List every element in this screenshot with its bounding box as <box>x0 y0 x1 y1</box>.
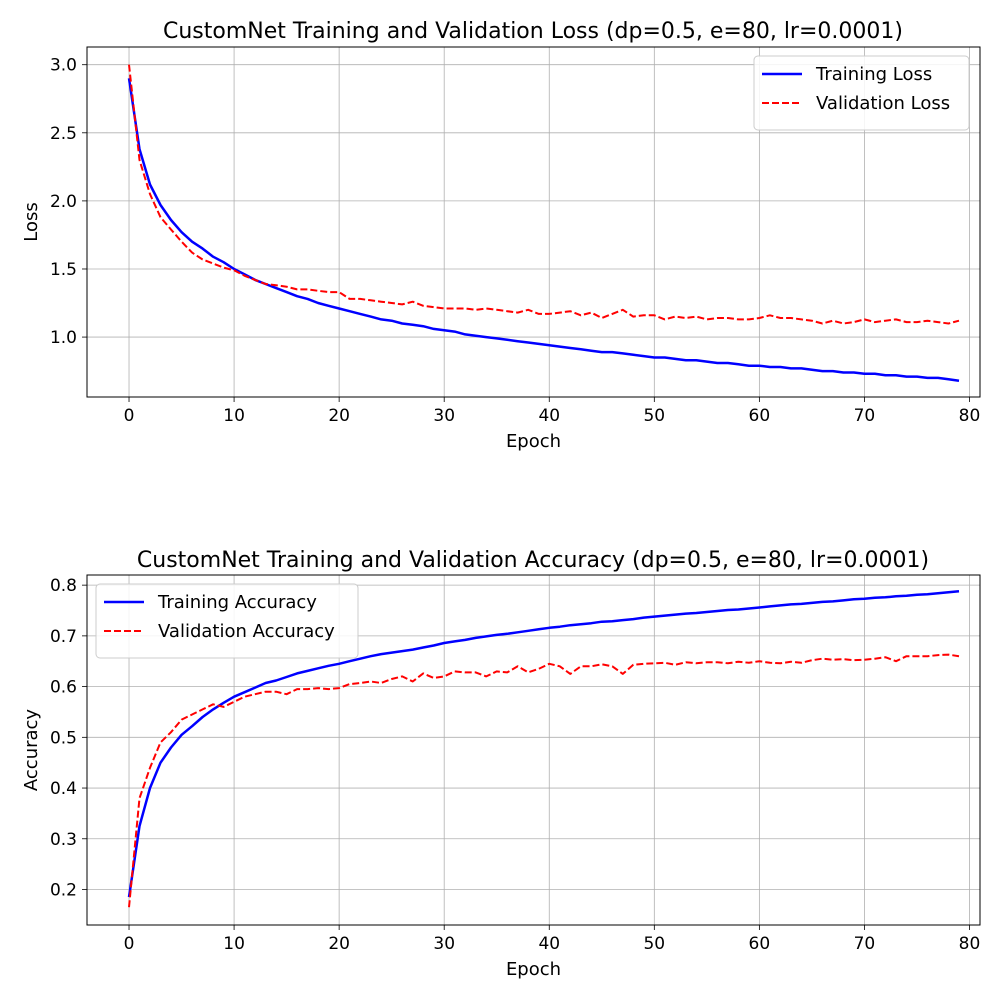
accuracy-y-tick-label: 0.2 <box>50 880 77 900</box>
accuracy-series-validation-accuracy <box>128 653 960 908</box>
loss-x-tick-label: 30 <box>433 406 455 426</box>
loss-series-layer <box>127 64 960 382</box>
loss-x-axis-label: Epoch <box>506 431 561 452</box>
accuracy-y-axis-label: Accuracy <box>21 709 42 792</box>
loss-y-tick-label: 3.0 <box>50 56 77 76</box>
loss-axes-frame <box>86 46 981 398</box>
loss-x-ticks: 0 10 20 30 40 50 60 70 80 <box>124 397 981 426</box>
loss-x-tick-label: 20 <box>328 406 350 426</box>
accuracy-x-tick-label: 80 <box>959 934 981 954</box>
loss-x-tick-label: 0 <box>124 406 135 426</box>
loss-legend: Training Loss Validation Loss <box>753 55 970 131</box>
loss-y-tick-label: 2.0 <box>50 192 77 212</box>
accuracy-y-tick-label: 0.4 <box>50 779 77 799</box>
loss-y-ticks: 1.0 1.5 2.0 2.5 3.0 <box>50 56 87 348</box>
accuracy-y-tick-label: 0.7 <box>50 627 77 647</box>
accuracy-legend-label: Validation Accuracy <box>158 621 335 642</box>
loss-x-tick-label: 80 <box>959 406 981 426</box>
loss-x-tick-label: 50 <box>643 406 665 426</box>
loss-legend-label: Training Loss <box>815 64 932 85</box>
accuracy-legend-box <box>95 583 359 659</box>
accuracy-x-tick-label: 30 <box>433 934 455 954</box>
accuracy-y-tick-label: 0.6 <box>50 678 77 698</box>
loss-x-tick-label: 60 <box>749 406 771 426</box>
accuracy-x-ticks: 0 10 20 30 40 50 60 70 80 <box>124 925 981 954</box>
loss-plot: CustomNet Training and Validation Loss (… <box>21 19 981 452</box>
loss-y-tick-label: 1.0 <box>50 328 77 348</box>
accuracy-x-tick-label: 10 <box>223 934 245 954</box>
accuracy-plot: CustomNet Training and Validation Accura… <box>21 548 981 980</box>
accuracy-y-tick-label: 0.5 <box>50 728 77 748</box>
accuracy-x-tick-label: 50 <box>643 934 665 954</box>
accuracy-chart-title: CustomNet Training and Validation Accura… <box>137 548 929 573</box>
loss-x-tick-label: 70 <box>854 406 876 426</box>
loss-y-axis-label: Loss <box>21 202 42 241</box>
accuracy-x-tick-label: 20 <box>328 934 350 954</box>
loss-legend-label: Validation Loss <box>816 93 950 114</box>
accuracy-y-ticks: 0.2 0.3 0.4 0.5 0.6 0.7 0.8 <box>50 576 87 900</box>
accuracy-y-tick-label: 0.8 <box>50 576 77 596</box>
accuracy-series-layer <box>127 589 960 908</box>
accuracy-grid <box>87 575 980 925</box>
loss-series-validation-loss <box>128 64 960 325</box>
loss-x-tick-label: 40 <box>538 406 560 426</box>
accuracy-legend-label: Training Accuracy <box>157 592 317 613</box>
loss-x-tick-label: 10 <box>223 406 245 426</box>
loss-chart-title: CustomNet Training and Validation Loss (… <box>163 19 903 44</box>
accuracy-x-axis-label: Epoch <box>506 959 561 980</box>
loss-y-tick-label: 2.5 <box>50 124 77 144</box>
accuracy-legend: Training Accuracy Validation Accuracy <box>95 583 359 659</box>
loss-legend-box <box>753 55 970 131</box>
accuracy-y-tick-label: 0.3 <box>50 830 77 850</box>
accuracy-x-tick-label: 60 <box>749 934 771 954</box>
accuracy-x-tick-label: 70 <box>854 934 876 954</box>
accuracy-axes-frame <box>86 574 981 926</box>
accuracy-x-tick-label: 0 <box>124 934 135 954</box>
loss-y-tick-label: 1.5 <box>50 260 77 280</box>
accuracy-series-training-accuracy <box>127 589 960 898</box>
accuracy-x-tick-label: 40 <box>538 934 560 954</box>
